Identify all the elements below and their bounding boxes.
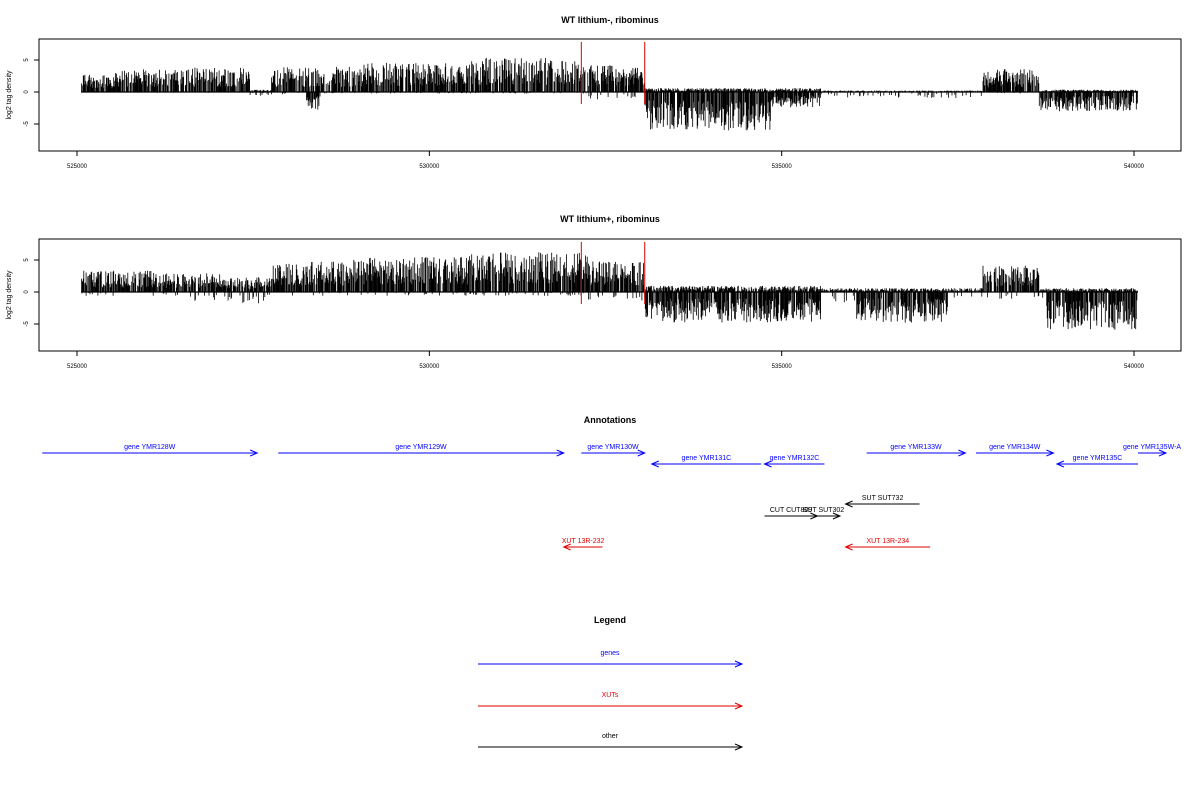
annotation-gene-label: gene YMR133W	[890, 444, 942, 451]
annotations-title: Annotations	[584, 415, 637, 425]
annotation-gene-label: gene YMR128W	[124, 444, 176, 451]
legend-other-label: other	[602, 733, 619, 740]
legend-gene-arrow	[478, 660, 744, 668]
x-tick-label: 530000	[419, 164, 440, 170]
annotation-xut-label: XUT 13R-232	[562, 538, 605, 545]
panel-1-title: WT lithium-, ribominus	[561, 15, 659, 25]
annotation-gene-arrow	[278, 449, 565, 457]
x-tick-label: 525000	[67, 164, 88, 170]
panel-2-ylabel: log2 tag density	[6, 270, 13, 320]
y-tick-label: 5	[24, 58, 30, 62]
annotation-other-label: SUT SUT302	[803, 507, 845, 514]
annotation-gene-label: gene YMR129W	[395, 444, 447, 451]
y-tick-label: 0	[24, 290, 30, 294]
panel-2-title: WT lithium+, ribominus	[560, 214, 660, 224]
annotation-gene-arrow	[1055, 460, 1138, 468]
annotation-gene-arrow	[581, 449, 647, 457]
panel-1-ylabel: log2 tag density	[6, 70, 13, 120]
legend-xut-label: XUTs	[602, 692, 619, 699]
annotation-gene-label: gene YMR131C	[682, 455, 732, 462]
panel-1-axes: 525000 530000 535000 540000 5 0 -5	[24, 58, 1145, 170]
panel-1-bars	[81, 42, 1138, 131]
annotation-gene-label: gene YMR134W	[989, 444, 1041, 451]
annotation-tracks: gene YMR128W gene YMR129W gene YMR130W gene…	[42, 444, 1181, 551]
y-tick-label: 5	[24, 258, 30, 262]
annotation-gene-arrow	[975, 449, 1055, 457]
annotation-gene-arrow	[866, 449, 967, 457]
legend-xut-arrow	[478, 702, 744, 710]
legend-gene-label: genes	[600, 650, 620, 657]
panel-2-plot-frame	[38, 238, 1182, 352]
annotation-gene-arrow	[42, 449, 259, 457]
y-tick-label: 0	[24, 90, 30, 94]
x-tick-label: 535000	[772, 364, 793, 370]
annotation-xut-arrow	[844, 543, 931, 551]
annotation-xut-label: XUT 13R-234	[866, 538, 909, 545]
panel-1-plot-frame	[38, 38, 1182, 152]
y-tick-label: -5	[24, 321, 30, 327]
annotation-gene-arrow	[1138, 449, 1168, 457]
legend-title: Legend	[594, 615, 626, 625]
annotation-gene-arrow	[763, 460, 825, 468]
x-tick-label: 525000	[67, 364, 88, 370]
x-tick-label: 540000	[1124, 364, 1145, 370]
annotation-gene-label: gene YMR132C	[770, 455, 820, 462]
x-tick-label: 535000	[772, 164, 793, 170]
annotation-xut-arrow	[562, 543, 603, 551]
annotation-gene-label: gene YMR130W	[587, 444, 639, 451]
annotation-other-label: SUT SUT732	[862, 495, 904, 502]
annotation-other-arrow	[844, 500, 920, 508]
legend-other-arrow	[478, 743, 744, 751]
legend: genes XUTs other	[478, 650, 744, 751]
annotation-gene-arrow	[650, 460, 762, 468]
x-tick-label: 540000	[1124, 164, 1145, 170]
panel-2-bars	[81, 242, 1138, 330]
panel-2-axes: 525000 530000 535000 540000 5 0 -5	[24, 258, 1145, 370]
annotation-other-label: CUT CUT809	[770, 507, 812, 514]
annotation-gene-label: gene YMR135C	[1073, 455, 1123, 462]
annotation-other-arrow	[806, 512, 842, 520]
annotation-gene-label: gene YMR135W-A	[1123, 444, 1181, 451]
x-tick-label: 530000	[419, 364, 440, 370]
y-tick-label: -5	[24, 121, 30, 127]
